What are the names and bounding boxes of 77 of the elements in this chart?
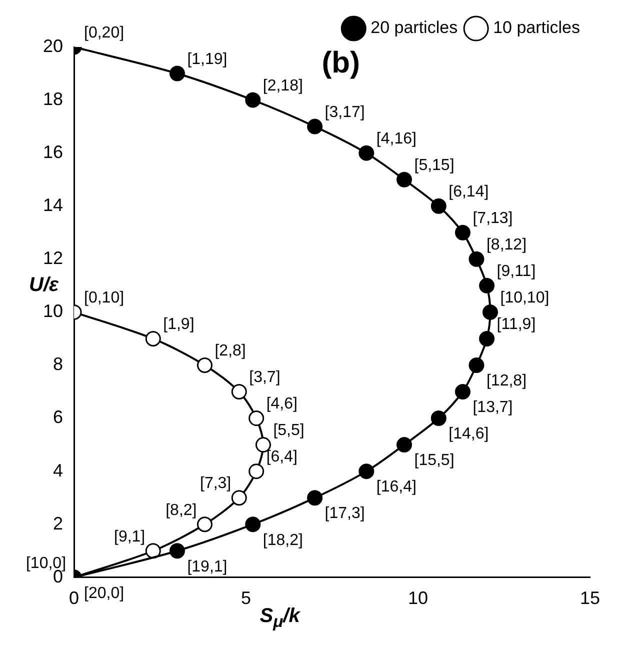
point bbox=[307, 490, 323, 506]
annotation: [17,3] bbox=[324, 505, 365, 522]
point bbox=[468, 357, 484, 373]
point bbox=[248, 464, 264, 480]
annotation: [0,20] bbox=[84, 24, 124, 42]
x-tick-label: 5 bbox=[241, 588, 252, 608]
annotation: [6,14] bbox=[448, 184, 489, 201]
y-tick-label: 2 bbox=[53, 513, 64, 534]
y-tick-label: 14 bbox=[42, 195, 64, 216]
annotation: [7,13] bbox=[472, 210, 513, 228]
annotation: [1,9] bbox=[163, 316, 194, 334]
point bbox=[430, 410, 446, 426]
annotation: [5,5] bbox=[273, 422, 304, 440]
point bbox=[396, 172, 412, 188]
annotation: [4,6] bbox=[266, 396, 298, 413]
annotation: [5,15] bbox=[414, 157, 454, 174]
annotation: [13,7] bbox=[472, 399, 513, 416]
y-tick-label: 18 bbox=[42, 89, 64, 110]
point bbox=[196, 357, 212, 373]
point bbox=[245, 516, 261, 532]
point bbox=[145, 543, 161, 559]
point bbox=[145, 330, 161, 346]
annotation: [8,2] bbox=[166, 502, 197, 519]
annotation: [20,0] bbox=[84, 584, 124, 602]
y-tick-label: 12 bbox=[42, 248, 64, 268]
annotation: [2,8] bbox=[214, 342, 246, 360]
point bbox=[482, 304, 498, 320]
annotation: [14,6] bbox=[448, 426, 489, 443]
point bbox=[430, 198, 446, 214]
annotation: [3,7] bbox=[249, 369, 280, 386]
annotation: [3,17] bbox=[324, 104, 365, 121]
y-tick-label: 20 bbox=[42, 36, 64, 56]
annotation: [4,16] bbox=[376, 130, 416, 148]
annotation: [15,5] bbox=[414, 452, 454, 470]
point bbox=[169, 543, 185, 559]
y-tick-label: 10 bbox=[42, 301, 64, 322]
annotation: [9,11] bbox=[496, 263, 536, 280]
point bbox=[479, 330, 495, 346]
annotation: [18,2] bbox=[262, 532, 303, 549]
x-axis-title: S$_{μ}$/k bbox=[260, 605, 300, 632]
annotation: [16,4] bbox=[376, 478, 416, 496]
annotation: [19,1] bbox=[187, 558, 228, 576]
legend-label: 10 particles bbox=[493, 18, 580, 38]
point bbox=[231, 384, 247, 400]
point bbox=[358, 145, 374, 161]
x-tick-label: 0 bbox=[69, 588, 80, 608]
point bbox=[307, 118, 323, 134]
annotation: (b) bbox=[322, 46, 360, 80]
y-axis-title: U/ε bbox=[29, 274, 59, 297]
point bbox=[454, 384, 470, 400]
annotation: [8,12] bbox=[486, 236, 527, 254]
annotation: [1,19] bbox=[187, 50, 228, 68]
annotation: [9,1] bbox=[114, 528, 146, 546]
point bbox=[245, 92, 261, 108]
point bbox=[358, 464, 374, 480]
annotation: [7,3] bbox=[200, 475, 232, 492]
annotation: [10,10] bbox=[500, 290, 550, 307]
y-tick-label: 6 bbox=[53, 407, 64, 428]
annotation: [6,4] bbox=[266, 448, 298, 466]
y-tick-label: 16 bbox=[42, 142, 64, 162]
point bbox=[248, 410, 264, 426]
point bbox=[468, 251, 484, 267]
point bbox=[454, 224, 470, 240]
annotation: [2,18] bbox=[262, 77, 303, 94]
annotation: [11,9] bbox=[496, 316, 536, 334]
point bbox=[479, 278, 495, 294]
legend-label: 20 particles bbox=[370, 18, 458, 38]
point bbox=[169, 66, 185, 82]
y-tick-label: 8 bbox=[53, 354, 64, 374]
x-tick-label: 10 bbox=[408, 588, 428, 608]
point bbox=[231, 490, 247, 506]
x-tick-label: 15 bbox=[580, 588, 600, 608]
y-tick-label: 4 bbox=[53, 460, 64, 480]
annotation: [12,8] bbox=[486, 372, 527, 390]
point bbox=[396, 437, 412, 453]
annotation: [0,10] bbox=[84, 290, 124, 307]
point bbox=[196, 516, 212, 532]
